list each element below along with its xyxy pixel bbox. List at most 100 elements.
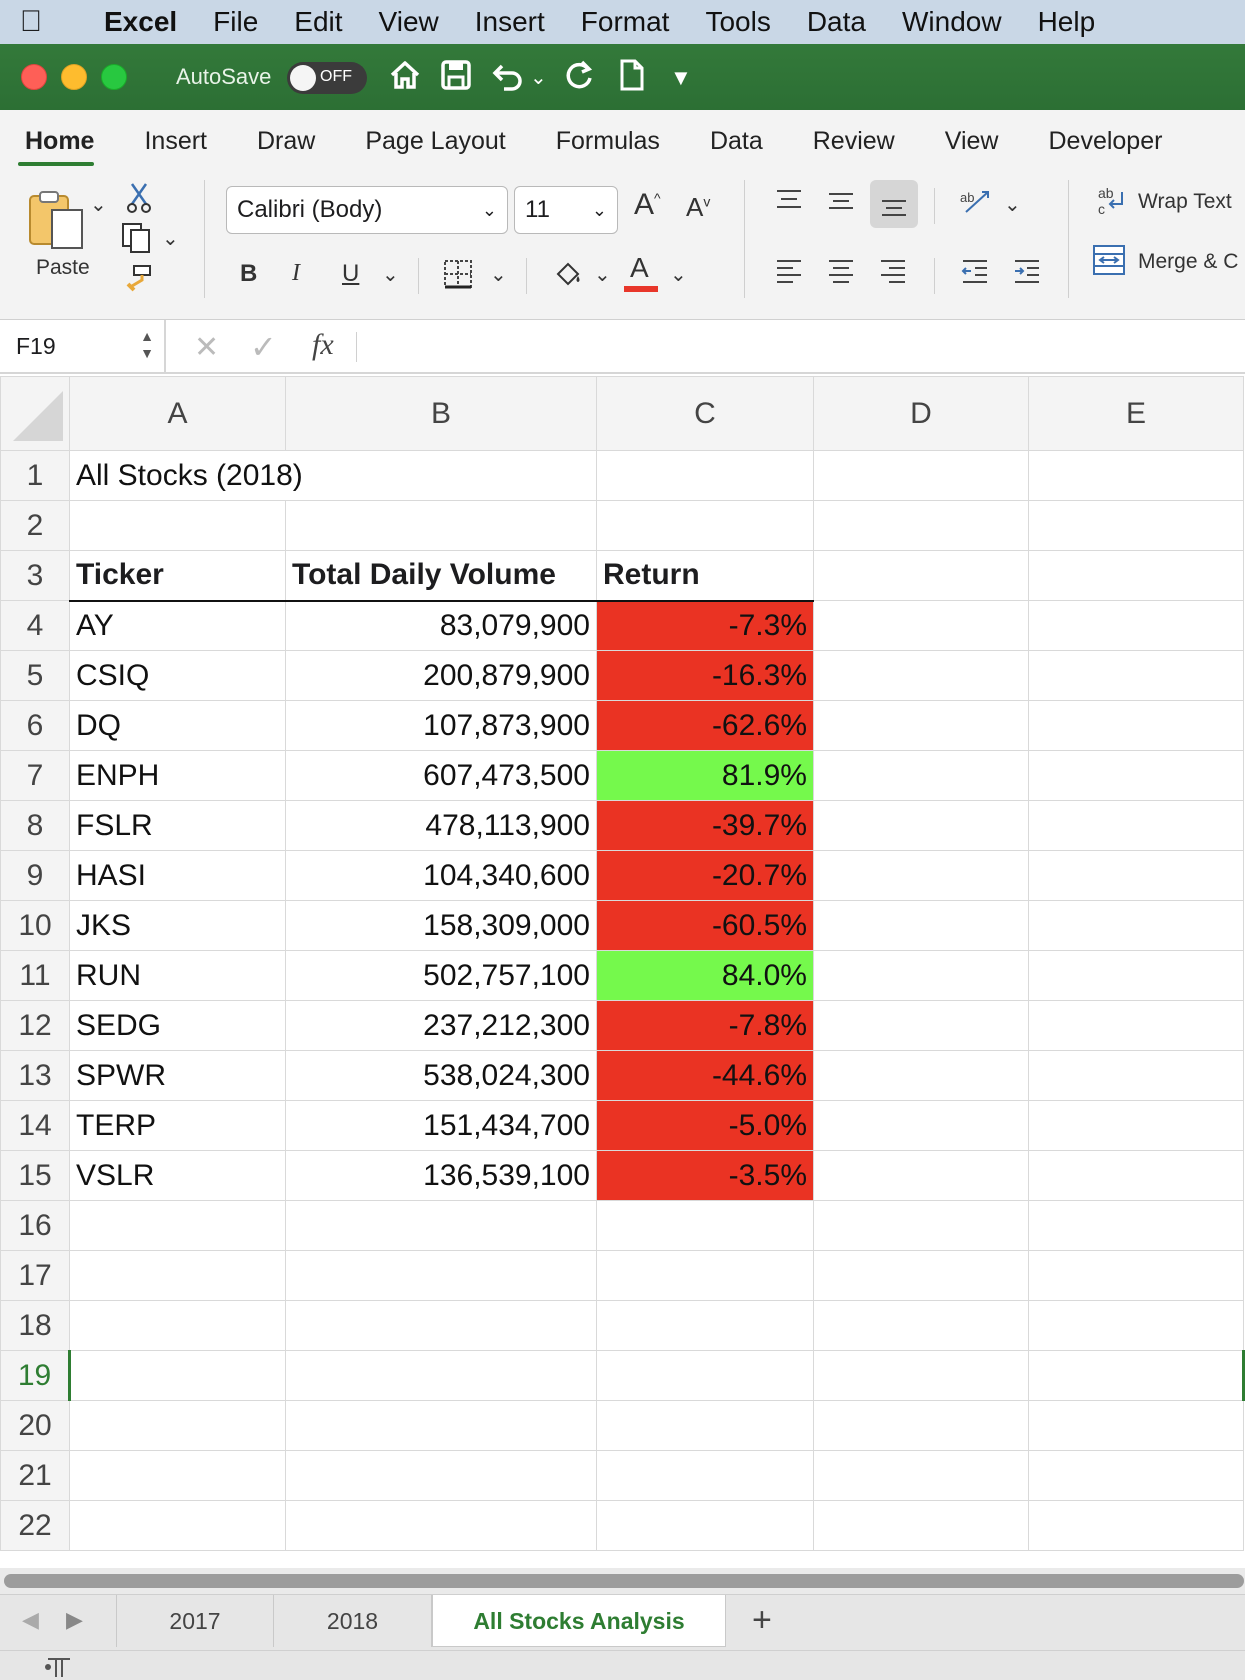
volume-cell[interactable]: 200,879,900: [285, 650, 597, 701]
menu-help[interactable]: Help: [1037, 6, 1096, 37]
tab-draw[interactable]: Draw: [257, 127, 316, 155]
cell[interactable]: [596, 1250, 814, 1301]
return-cell[interactable]: -62.6%: [596, 700, 814, 751]
macro-record-icon[interactable]: [44, 1653, 74, 1680]
column-header-d[interactable]: D: [813, 376, 1029, 451]
save-icon[interactable]: [440, 58, 472, 101]
return-header-cell[interactable]: Return: [596, 550, 814, 602]
tab-formulas[interactable]: Formulas: [555, 127, 660, 155]
zoom-window-button[interactable]: [101, 64, 127, 90]
row-header[interactable]: 13: [0, 1050, 70, 1101]
row-header[interactable]: 10: [0, 900, 70, 951]
tab-home[interactable]: Home: [0, 110, 119, 172]
volume-cell[interactable]: 104,340,600: [285, 850, 597, 901]
cell[interactable]: [1028, 1300, 1244, 1351]
cell[interactable]: [813, 950, 1029, 1001]
align-center-icon[interactable]: [826, 256, 856, 293]
ticker-cell[interactable]: FSLR: [69, 800, 286, 851]
fill-color-icon[interactable]: [552, 258, 584, 297]
tab-review[interactable]: Review: [812, 127, 895, 155]
volume-header-cell[interactable]: Total Daily Volume: [285, 550, 597, 602]
cell[interactable]: [1028, 1000, 1244, 1051]
close-window-button[interactable]: [21, 64, 47, 90]
next-sheet-icon[interactable]: ▶: [66, 1607, 83, 1632]
cell[interactable]: [285, 1300, 597, 1351]
cell[interactable]: [69, 1200, 286, 1251]
undo-icon[interactable]: [490, 58, 526, 101]
ticker-cell[interactable]: TERP: [69, 1100, 286, 1151]
wrap-text-button[interactable]: Wrap Text: [1138, 190, 1232, 213]
bold-button[interactable]: B: [240, 260, 258, 287]
align-left-icon[interactable]: [774, 256, 804, 293]
align-middle-icon[interactable]: [826, 186, 856, 223]
horizontal-scrollbar[interactable]: [0, 1568, 1245, 1594]
cell[interactable]: [69, 1400, 286, 1451]
cell[interactable]: [1028, 700, 1244, 751]
align-top-icon[interactable]: [774, 186, 804, 223]
font-size-dropdown[interactable]: 11 ⌄: [514, 186, 618, 234]
cell[interactable]: [596, 500, 814, 551]
new-document-icon[interactable]: [618, 58, 646, 101]
merge-center-icon[interactable]: [1092, 244, 1126, 283]
cell[interactable]: [813, 1400, 1029, 1451]
tab-insert[interactable]: Insert: [144, 127, 207, 155]
cell[interactable]: [285, 500, 597, 551]
cell[interactable]: [1028, 450, 1244, 501]
row-header[interactable]: 6: [0, 700, 70, 751]
cell[interactable]: [285, 1200, 597, 1251]
ticker-header-cell[interactable]: Ticker: [69, 550, 286, 602]
cell[interactable]: [813, 900, 1029, 951]
cell[interactable]: [1028, 1500, 1244, 1551]
cell[interactable]: [813, 1450, 1029, 1501]
add-sheet-button[interactable]: +: [752, 1601, 772, 1639]
ticker-cell[interactable]: SPWR: [69, 1050, 286, 1101]
cell[interactable]: [285, 1250, 597, 1301]
tab-page-layout[interactable]: Page Layout: [365, 127, 506, 155]
row-header[interactable]: 3: [0, 550, 70, 601]
column-header-e[interactable]: E: [1028, 376, 1244, 451]
select-all-corner[interactable]: [0, 376, 70, 451]
scrollbar-thumb[interactable]: [4, 1574, 1244, 1588]
ticker-cell[interactable]: CSIQ: [69, 650, 286, 701]
previous-sheet-icon[interactable]: ◀: [22, 1607, 39, 1632]
menu-window[interactable]: Window: [901, 6, 1002, 37]
cell[interactable]: [285, 1500, 597, 1551]
return-cell[interactable]: 84.0%: [596, 950, 814, 1001]
sheet-tab-2018[interactable]: 2018: [274, 1595, 432, 1647]
volume-cell[interactable]: 83,079,900: [285, 600, 597, 651]
row-header[interactable]: 14: [0, 1100, 70, 1151]
undo-dropdown-icon[interactable]: ⌄: [530, 67, 547, 89]
home-icon[interactable]: [388, 58, 422, 101]
volume-cell[interactable]: 478,113,900: [285, 800, 597, 851]
cell[interactable]: [1028, 1350, 1245, 1401]
fill-color-dropdown-icon[interactable]: ⌄: [594, 264, 611, 286]
format-painter-icon[interactable]: [122, 262, 154, 301]
return-cell[interactable]: -60.5%: [596, 900, 814, 951]
cell[interactable]: [813, 1500, 1029, 1551]
cell[interactable]: [1028, 800, 1244, 851]
volume-cell[interactable]: 136,539,100: [285, 1150, 597, 1201]
cell[interactable]: [596, 1200, 814, 1251]
row-header[interactable]: 1: [0, 450, 70, 501]
volume-cell[interactable]: 502,757,100: [285, 950, 597, 1001]
volume-cell[interactable]: 607,473,500: [285, 750, 597, 801]
increase-indent-icon[interactable]: [1012, 256, 1042, 293]
cell[interactable]: [813, 450, 1029, 501]
return-cell[interactable]: -39.7%: [596, 800, 814, 851]
row-header[interactable]: 11: [0, 950, 70, 1001]
row-header[interactable]: 22: [0, 1500, 70, 1551]
cell[interactable]: [596, 1450, 814, 1501]
customize-toolbar-icon[interactable]: ▼: [670, 65, 692, 90]
cell[interactable]: [1028, 1200, 1244, 1251]
row-header[interactable]: 16: [0, 1200, 70, 1251]
return-cell[interactable]: -44.6%: [596, 1050, 814, 1101]
column-header-b[interactable]: B: [285, 376, 597, 451]
align-bottom-button[interactable]: [870, 180, 918, 228]
tab-developer[interactable]: Developer: [1048, 127, 1163, 155]
row-header[interactable]: 8: [0, 800, 70, 851]
return-cell[interactable]: -16.3%: [596, 650, 814, 701]
merge-center-button[interactable]: Merge & C: [1138, 250, 1239, 273]
copy-icon[interactable]: [120, 222, 152, 261]
cell[interactable]: [813, 1300, 1029, 1351]
redo-icon[interactable]: [562, 58, 596, 101]
